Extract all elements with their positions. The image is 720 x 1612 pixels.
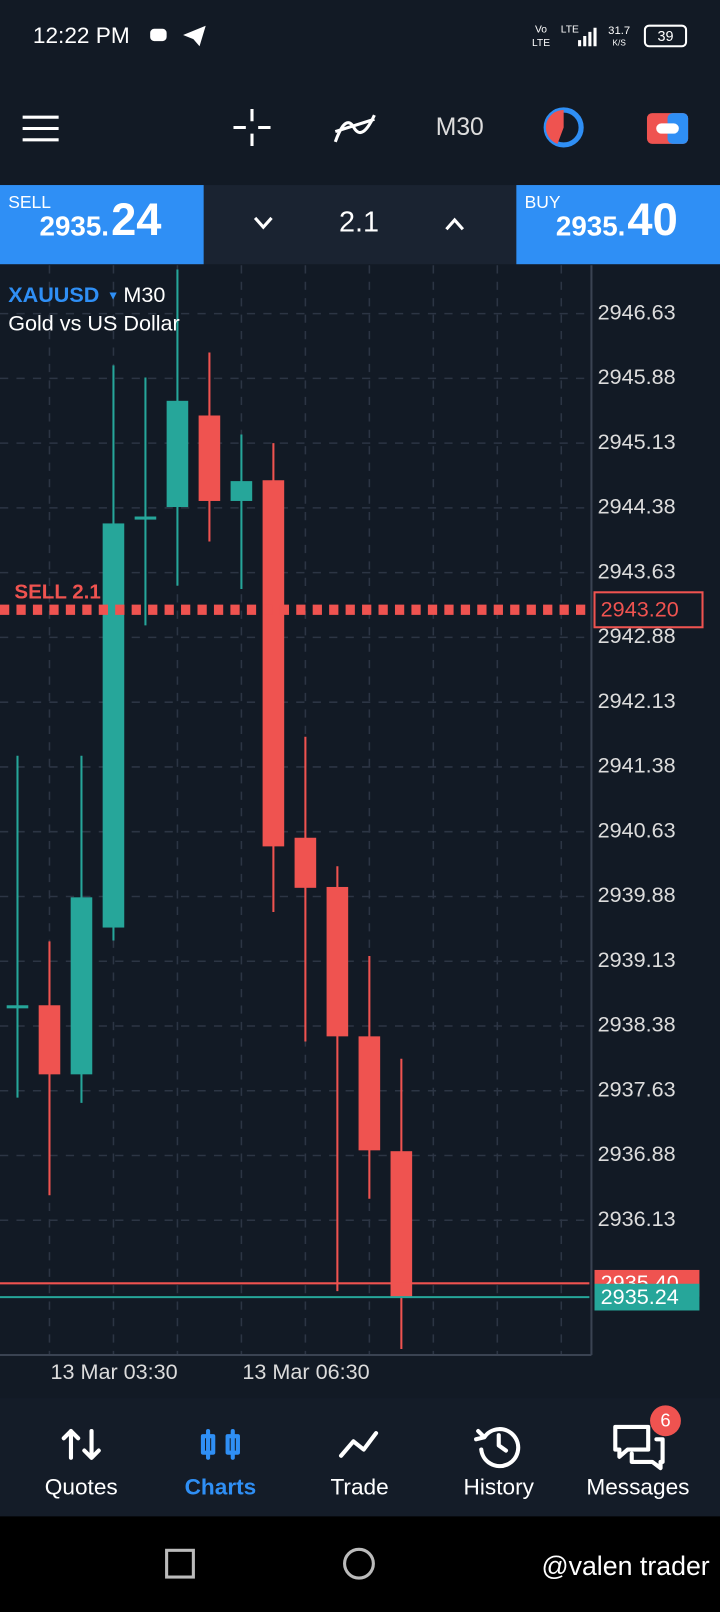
price-label-box	[594, 1283, 700, 1311]
status-lte: LTE	[561, 25, 579, 36]
y-tick-label: 2939.13	[598, 947, 676, 972]
home-button[interactable]	[343, 1547, 375, 1580]
nav-icon	[474, 1427, 521, 1469]
lot-size[interactable]: 2.1	[339, 207, 379, 239]
status-time: 12:22 PM	[33, 23, 130, 48]
nav-icon	[200, 1429, 240, 1460]
candle-body	[198, 415, 221, 501]
price-label: 2943.20	[601, 597, 679, 622]
candle-body	[70, 897, 93, 1075]
candle-body	[358, 1036, 381, 1151]
x-tick-label: 13 Mar 06:30	[242, 1359, 369, 1384]
nav-icon	[61, 1429, 101, 1460]
signal-icon	[578, 27, 597, 47]
candle-body	[38, 1005, 61, 1075]
y-tick-label: 2942.13	[598, 688, 676, 713]
status-volte: LTE	[532, 38, 550, 49]
trade-button[interactable]	[646, 113, 689, 144]
nav-icon	[613, 1424, 665, 1471]
candle-body	[294, 837, 317, 888]
lot-increase[interactable]	[445, 217, 465, 231]
watermark: @valen trader	[541, 1551, 709, 1581]
candle-body	[230, 481, 253, 501]
y-tick-label: 2937.63	[598, 1076, 676, 1101]
candle-body	[390, 1151, 413, 1298]
price-label: 2935.24	[601, 1284, 679, 1309]
candle-body	[6, 1005, 29, 1009]
buy-label: BUY	[525, 192, 561, 212]
nav-item[interactable]: Quotes	[45, 1429, 118, 1500]
candle-body	[166, 400, 189, 508]
nav-items: Quotes Charts Trade History Messages 6	[45, 1405, 689, 1500]
candle-body	[326, 886, 349, 1037]
menu-button[interactable]	[22, 115, 59, 142]
status-battery: 39	[657, 29, 673, 45]
order-annotation: SELL 2.1	[14, 581, 100, 604]
bottom-nav	[0, 1398, 720, 1517]
candle-body	[102, 523, 125, 928]
theme-button[interactable]	[543, 107, 584, 148]
x-tick-label: 13 Mar 03:30	[51, 1359, 178, 1384]
chart: 2946.63 2945.88 2945.13 2944.38 2943.63 2942.…	[0, 269, 704, 1384]
nav-item[interactable]: History	[464, 1427, 535, 1500]
timeframe-button[interactable]: M30	[436, 114, 484, 141]
sell-button[interactable]	[0, 185, 204, 265]
chart-symbol: XAUUSD	[8, 282, 99, 307]
nav-icon	[339, 1431, 379, 1458]
lot-decrease[interactable]	[253, 216, 273, 230]
nav-label: Messages	[586, 1475, 689, 1500]
buy-price-pips: 40	[627, 194, 677, 245]
nav-label: Trade	[330, 1475, 388, 1500]
status-speed-unit: K/S	[613, 38, 627, 47]
y-tick-label: 2946.63	[598, 299, 676, 324]
nav-label: Charts	[185, 1475, 257, 1500]
system-bar	[0, 1516, 720, 1612]
y-tick-label: 2938.38	[598, 1012, 676, 1037]
status-vo: Vo	[535, 25, 547, 36]
battery-icon	[643, 24, 688, 48]
symbol-arrow: ▼	[107, 288, 119, 302]
crosshair-button[interactable]	[233, 108, 271, 146]
sell-price-main: 2935.	[40, 211, 109, 242]
nav-item[interactable]: Messages	[586, 1424, 689, 1500]
nav-item[interactable]: Charts	[185, 1429, 257, 1500]
y-tick-label: 2944.38	[598, 494, 676, 519]
status-icon	[150, 28, 167, 42]
y-tick-label: 2940.63	[598, 817, 676, 842]
recents-button[interactable]	[165, 1548, 195, 1579]
y-tick-label: 2936.88	[598, 1141, 676, 1166]
nav-item[interactable]: Trade	[330, 1431, 389, 1500]
buy-button[interactable]	[516, 185, 720, 265]
y-tick-label: 2941.38	[598, 753, 676, 778]
y-tick-label: 2945.13	[598, 429, 676, 454]
sell-price-pips: 24	[111, 194, 161, 245]
badge	[650, 1405, 681, 1437]
telegram-icon	[183, 25, 206, 47]
candle-body	[134, 516, 157, 520]
badge-count: 6	[660, 1410, 670, 1431]
y-tick-label: 2943.63	[598, 558, 676, 583]
indicators-button[interactable]	[333, 114, 376, 143]
y-tick-label: 2939.88	[598, 882, 676, 907]
price-label-box	[593, 591, 704, 629]
chart-timeframe: M30	[123, 282, 165, 307]
status-speed: 31.7	[608, 25, 630, 37]
sell-label: SELL	[8, 192, 51, 212]
y-tick-label: 2945.88	[598, 364, 676, 389]
candle-body	[262, 480, 285, 847]
nav-label: Quotes	[45, 1475, 118, 1500]
chart-title: Gold vs US Dollar	[8, 311, 180, 336]
y-tick-label: 2936.13	[598, 1206, 676, 1231]
nav-label: History	[464, 1475, 535, 1500]
buy-price-main: 2935.	[556, 211, 625, 242]
